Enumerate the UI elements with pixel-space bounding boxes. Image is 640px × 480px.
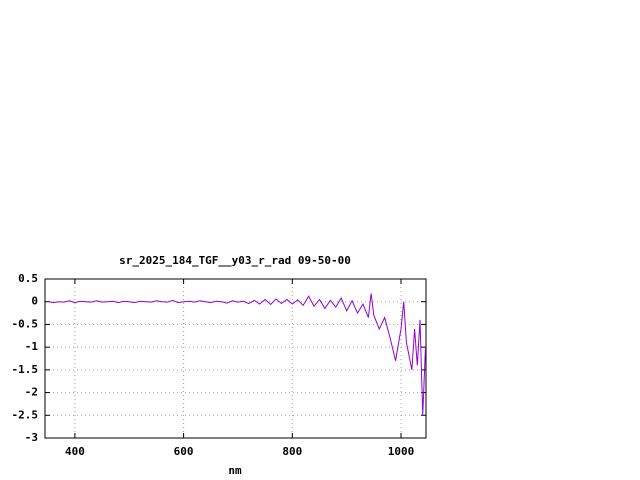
y-tick-label: -2	[25, 386, 38, 399]
y-tick-label: -0.5	[12, 317, 39, 330]
chart-title: sr_2025_184_TGF__y03_r_rad 09-50-00	[119, 254, 351, 267]
x-tick-label: 400	[65, 445, 85, 458]
y-tick-label: -3	[25, 431, 38, 444]
y-tick-label: 0	[31, 295, 38, 308]
y-tick-label: -2.5	[12, 408, 39, 421]
x-axis-label: nm	[228, 464, 242, 477]
data-line	[47, 293, 426, 416]
plot-frame	[44, 278, 427, 439]
y-tick-label: -1	[25, 340, 39, 353]
x-tick-label: 800	[282, 445, 302, 458]
y-tick-label: 0.5	[18, 272, 38, 285]
x-tick-label: 1000	[388, 445, 415, 458]
x-tick-label: 600	[174, 445, 194, 458]
y-tick-label: -1.5	[12, 363, 39, 376]
